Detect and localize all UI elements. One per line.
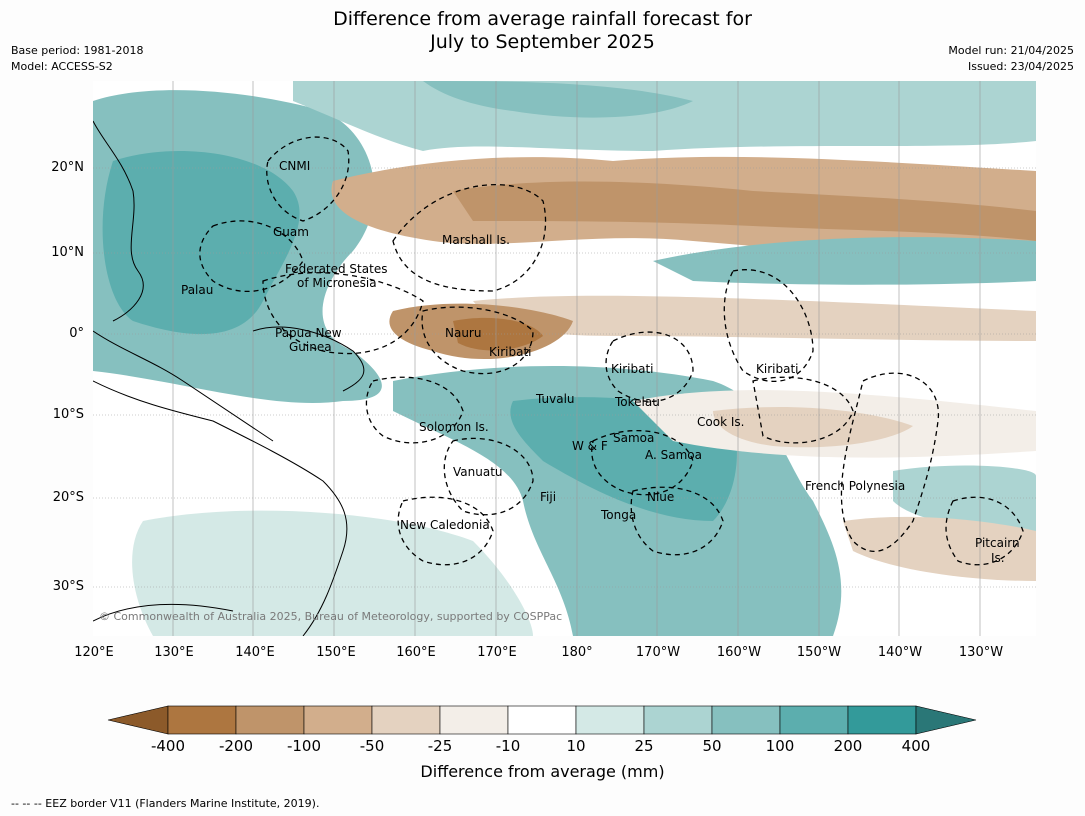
lon-label-180: 180°	[561, 645, 593, 660]
eez-borders	[199, 136, 1024, 566]
colorbar-cell	[303, 705, 373, 735]
label-nauru: Nauru	[445, 326, 481, 340]
eez-footnote: -- -- -- EEZ border V11 (Flanders Marine…	[11, 797, 320, 810]
colorbar-cell	[235, 705, 305, 735]
meta-right: Model run: 21/04/2025 Issued: 23/04/2025	[948, 43, 1074, 75]
label-tonga: Tonga	[600, 508, 636, 522]
label-cook-is: Cook Is.	[697, 415, 744, 429]
colorbar-tick-label: -50	[359, 737, 385, 755]
model-name: Model: ACCESS-S2	[11, 60, 113, 73]
model-run: Model run: 21/04/2025	[948, 44, 1074, 57]
label-tuvalu: Tuvalu	[535, 392, 575, 406]
issued-date: Issued: 23/04/2025	[967, 60, 1074, 73]
label-kiribati-east: Kiribati	[756, 362, 798, 376]
label-french-polynesia: French Polynesia	[805, 479, 905, 493]
colorbar-tick-label: 25	[634, 737, 654, 755]
colorbar-cell	[779, 705, 849, 735]
colorbar-tick-label: 50	[702, 737, 722, 755]
colorbar-label: Difference from average (mm)	[420, 762, 665, 781]
lon-label-130e: 130°E	[154, 645, 194, 660]
colorbar-cell	[711, 705, 781, 735]
lon-label-160w: 160°W	[716, 645, 762, 660]
label-cnmi: CNMI	[279, 159, 310, 173]
label-pitcairn-line1: Pitcairn	[975, 536, 1020, 550]
base-period: Base period: 1981-2018	[11, 44, 144, 57]
label-fiji: Fiji	[540, 490, 556, 504]
colorbar-extend-high	[915, 705, 977, 735]
lon-label-150e: 150°E	[316, 645, 356, 660]
lon-label-170e: 170°E	[477, 645, 517, 660]
label-tokelau: Tokelau	[614, 395, 660, 409]
lon-label-140w: 140°W	[877, 645, 923, 660]
label-vanuatu: Vanuatu	[453, 465, 503, 479]
lat-label-20s: 20°S	[52, 490, 84, 505]
label-png-line2: Guinea	[289, 340, 332, 354]
label-solomon-is: Solomon Is.	[419, 420, 489, 434]
colorbar-tick-label: 100	[765, 737, 795, 755]
colorbar-extend-low	[107, 705, 169, 735]
label-kiribati-west: Kiribati	[489, 345, 531, 359]
colorbar-cell	[643, 705, 713, 735]
place-labels: CNMI Guam Marshall Is. Federated States …	[181, 159, 1020, 565]
copyright-notice: © Commonwealth of Australia 2025, Bureau…	[99, 610, 563, 623]
colorbar-cell	[507, 705, 577, 735]
map-canvas: CNMI Guam Marshall Is. Federated States …	[93, 81, 1036, 636]
colorbar-cells	[107, 705, 977, 735]
label-png-line1: Papua New	[275, 326, 342, 340]
colorbar-cell	[439, 705, 509, 735]
colorbar-cell	[847, 705, 917, 735]
label-niue: Niue	[647, 490, 674, 504]
lon-label-170w: 170°W	[635, 645, 681, 660]
lat-label-0: 0°	[69, 326, 84, 341]
label-wallis-futuna: W & F	[572, 439, 608, 453]
colorbar-tick-label: -200	[218, 737, 254, 755]
label-samoa: Samoa	[613, 431, 654, 445]
lat-label-20n: 20°N	[51, 160, 84, 175]
lon-label-120e: 120°E	[74, 645, 114, 660]
colorbar-tick-label: -400	[150, 737, 186, 755]
label-pitcairn-line2: Is.	[991, 551, 1005, 565]
colorbar-tick-label: -100	[286, 737, 322, 755]
label-fsm-line2: of Micronesia	[297, 276, 377, 290]
meta-left: Base period: 1981-2018 Model: ACCESS-S2	[11, 43, 143, 75]
colorbar-tick-label: -25	[427, 737, 453, 755]
label-fsm-line1: Federated States	[285, 262, 387, 276]
map-area: CNMI Guam Marshall Is. Federated States …	[93, 81, 1036, 636]
colorbar-tick-label: 200	[833, 737, 863, 755]
colorbar	[107, 705, 977, 735]
label-kiribati-central: Kiribati	[611, 362, 653, 376]
lon-label-140e: 140°E	[235, 645, 275, 660]
label-marshall-is: Marshall Is.	[442, 233, 510, 247]
label-new-caledonia: New Caledonia	[400, 518, 490, 532]
label-american-samoa: A. Samoa	[645, 448, 702, 462]
lon-label-130w: 130°W	[958, 645, 1004, 660]
lat-label-10n: 10°N	[51, 245, 84, 260]
colorbar-cell	[575, 705, 645, 735]
chart-title: Difference from average rainfall forecas…	[0, 8, 1085, 54]
colorbar-tick-label: 400	[901, 737, 931, 755]
colorbar-tick-label: -10	[495, 737, 521, 755]
colorbar-cell	[167, 705, 237, 735]
colorbar-tick-label: 10	[566, 737, 586, 755]
label-guam: Guam	[273, 225, 309, 239]
title-line-2: July to September 2025	[430, 31, 655, 53]
coastlines	[93, 120, 365, 636]
title-line-1: Difference from average rainfall forecas…	[333, 8, 752, 30]
lat-label-10s: 10°S	[52, 407, 84, 422]
graticule	[93, 81, 1036, 636]
label-palau: Palau	[181, 283, 213, 297]
colorbar-cell	[371, 705, 441, 735]
lat-label-30s: 30°S	[52, 579, 84, 594]
lon-label-160e: 160°E	[396, 645, 436, 660]
lon-label-150w: 150°W	[796, 645, 842, 660]
